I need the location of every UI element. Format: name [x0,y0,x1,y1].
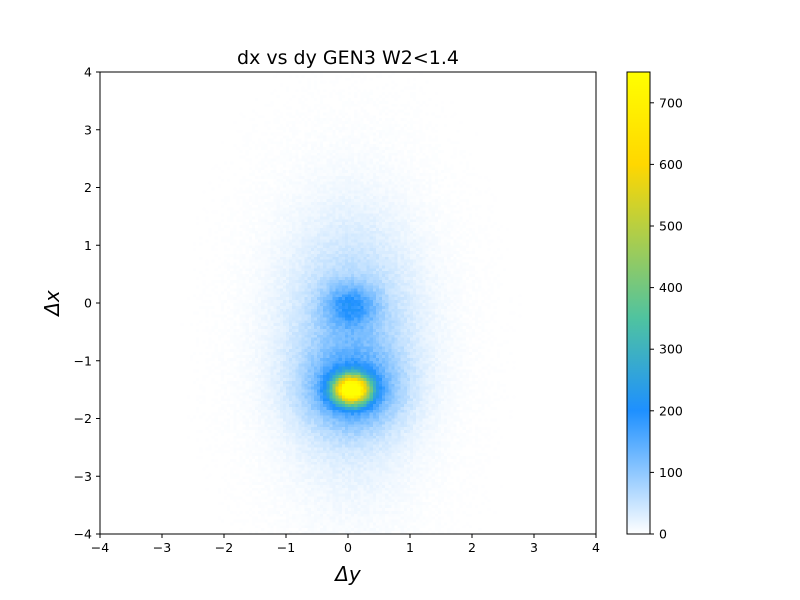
y-tick-label: 2 [84,180,92,195]
y-tick-label: −2 [74,411,92,426]
x-tick-label: −4 [91,540,109,555]
chart-title: dx vs dy GEN3 W2<1.4 [237,47,459,69]
y-tick-label: −4 [74,527,92,542]
y-tick-label: 4 [84,65,92,80]
x-tick-label: −1 [277,540,295,555]
colorbar-tick-label: 400 [659,280,683,295]
x-tick-label: −3 [153,540,171,555]
colorbar-tick-label: 300 [659,342,683,357]
y-tick-label: 1 [84,238,92,253]
y-tick-label: −3 [74,469,92,484]
colorbar-tick-label: 200 [659,403,683,418]
colorbar-tick-label: 0 [659,527,667,542]
y-tick-label: −1 [74,353,92,368]
x-tick-label: 4 [592,540,600,555]
y-axis-ticks: −4 −3 −2 −1 0 1 2 3 4 [74,65,100,542]
colorbar-tick-label: 500 [659,219,683,234]
x-tick-label: 1 [406,540,414,555]
colorbar-ticks: 0 100 200 300 400 500 600 700 [650,95,683,542]
x-tick-label: 2 [468,540,476,555]
colorbar-tick-label: 100 [659,465,683,480]
y-tick-label: 0 [84,296,92,311]
x-tick-label: 3 [530,540,538,555]
colorbar-tick-label: 700 [659,95,683,110]
x-axis-label: Δy [333,562,362,586]
colorbar [626,71,651,535]
colorbar-tick-label: 600 [659,157,683,172]
y-tick-label: 3 [84,122,92,137]
heatmap-layer [100,72,596,534]
y-axis-label: Δx [40,290,64,318]
x-tick-label: 0 [344,540,352,555]
heatmap-image [100,72,596,534]
x-axis-ticks: −4 −3 −2 −1 0 1 2 3 4 [91,534,600,555]
x-tick-label: −2 [215,540,233,555]
